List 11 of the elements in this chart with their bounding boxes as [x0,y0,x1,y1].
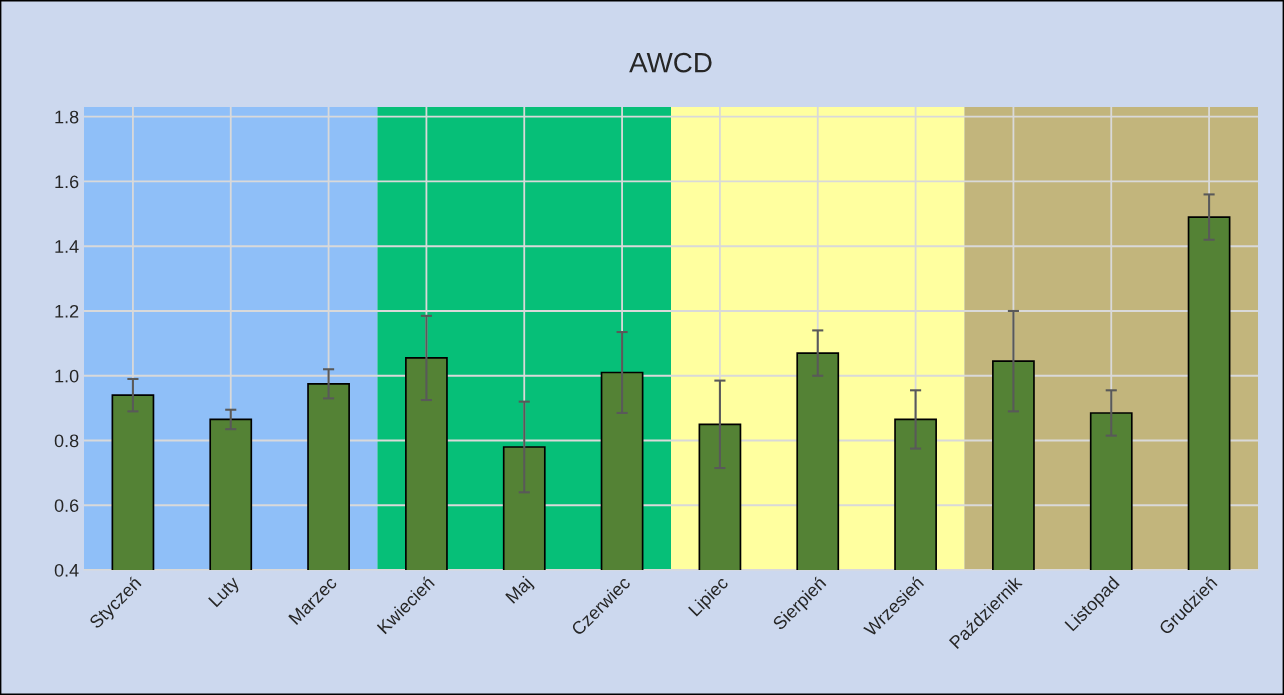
y-tick-label: 1.2 [55,304,79,318]
x-tick-label: Luty [208,575,243,610]
x-tick-label: Maj [504,575,536,607]
y-tick-label: 0.6 [54,499,79,512]
y-tick-label: 0.4 [54,563,79,577]
y-tick-label: 1.0 [55,369,79,383]
y-tick-label: 1.6 [55,175,79,189]
chart-title: AWCD [629,52,712,73]
y-tick-label: 0.8 [54,434,79,448]
y-tick-label: 1.8 [55,110,79,124]
y-tick-label: 1.4 [55,240,79,253]
